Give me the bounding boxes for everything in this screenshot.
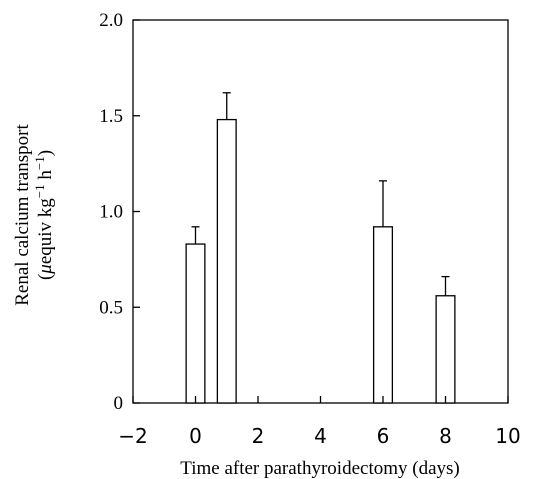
y-axis: 0 0.5 1.0 1.5 2.0 — [99, 10, 140, 414]
x-tick-label-4: 6 — [377, 424, 390, 448]
bar-3 — [435, 295, 456, 404]
bar-2 — [372, 226, 394, 404]
x-tick-label-1: 0 — [189, 424, 202, 448]
y-axis-label-exp1: −1 — [32, 184, 47, 198]
y-axis-label: Renal calcium transport (μequiv kg−1 h−1… — [12, 124, 56, 306]
y-tick-label-1: 0.5 — [99, 297, 123, 318]
y-axis-label-paren-open: ( — [35, 274, 56, 280]
y-axis-label-mu: μ — [35, 264, 56, 275]
x-tick-label-3: 4 — [314, 424, 327, 448]
y-tick-label-3: 1.5 — [99, 106, 123, 127]
y-tick-label-0: 0 — [114, 393, 124, 414]
bars — [185, 92, 456, 404]
y-axis-label-line2: (μequiv kg−1 h−1) — [32, 150, 56, 280]
y-axis-label-h: h — [35, 170, 56, 185]
bar-0 — [185, 243, 206, 404]
x-tick-label-5: 8 — [439, 424, 452, 448]
y-axis-label-paren-close: ) — [35, 150, 56, 156]
y-axis-label-line1: Renal calcium transport — [12, 124, 33, 306]
y-axis-label-exp2: −1 — [32, 156, 47, 170]
x-axis: −2 0 2 4 6 8 10 — [118, 396, 521, 448]
x-axis-label: Time after parathyroidectomy (days) — [180, 458, 459, 479]
bar-1 — [216, 118, 237, 404]
x-tick-label-2: 2 — [252, 424, 265, 448]
x-tick-label-6: 10 — [495, 424, 520, 448]
y-tick-label-2: 1.0 — [99, 202, 123, 223]
y-axis-label-unit: equiv kg — [35, 198, 56, 264]
y-tick-label-4: 2.0 — [99, 10, 123, 31]
x-tick-label-0: −2 — [118, 424, 147, 448]
